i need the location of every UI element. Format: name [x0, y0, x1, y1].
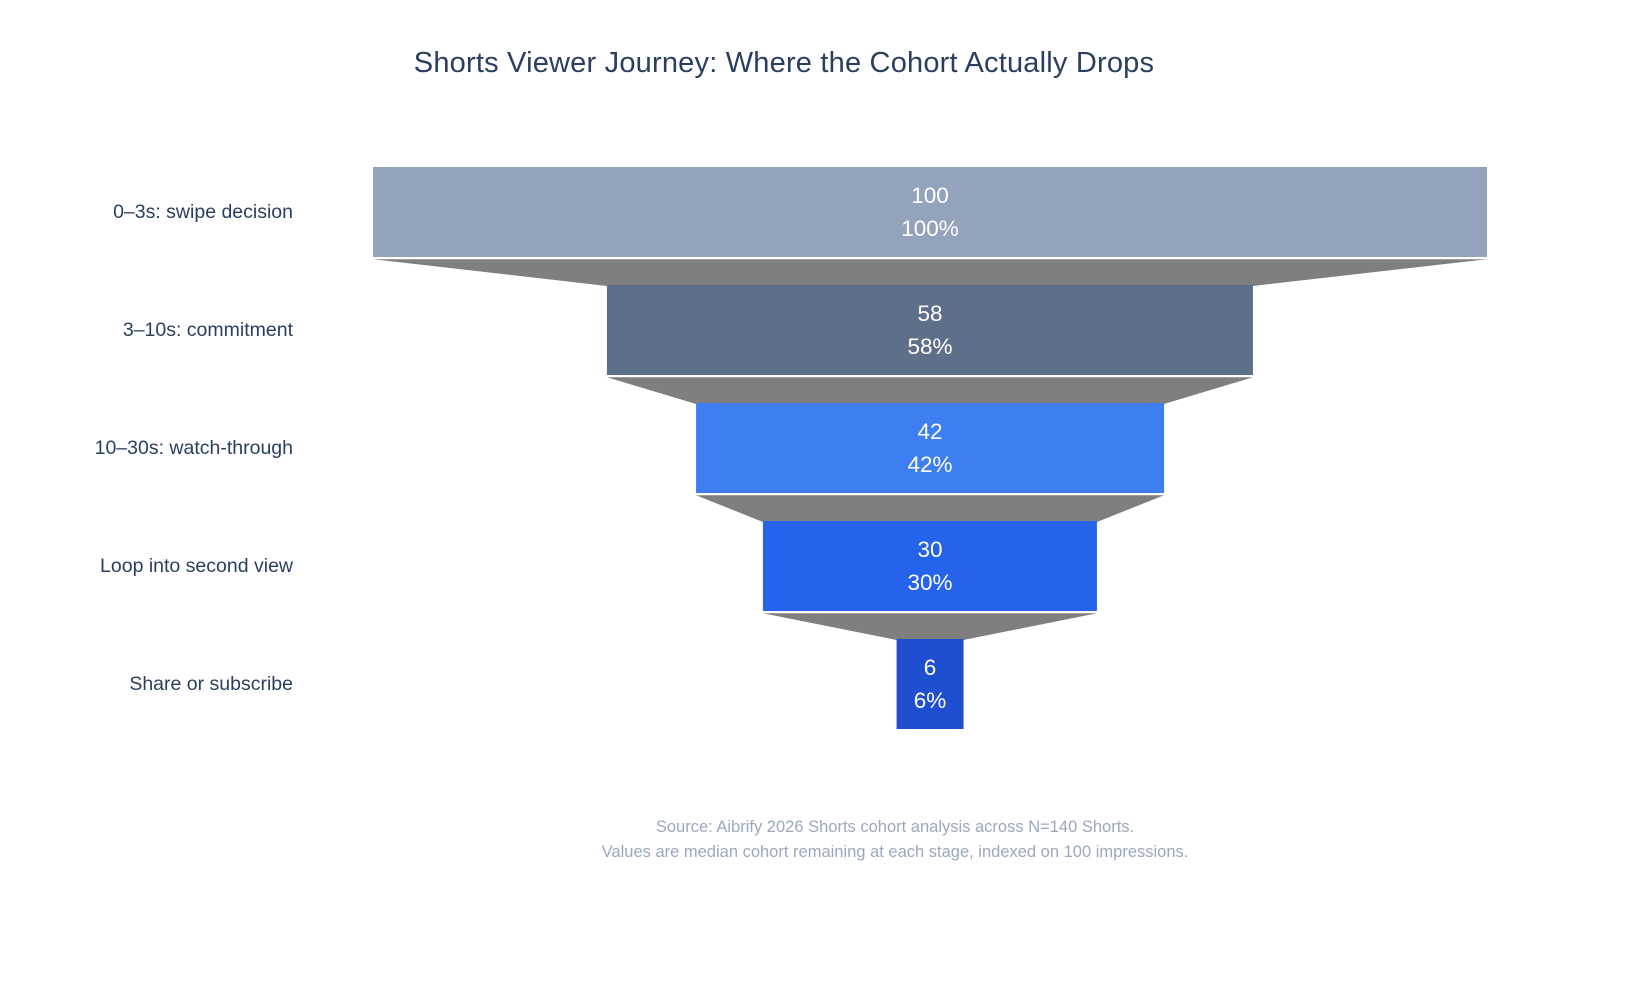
connector-spacer	[0, 375, 373, 406]
funnel-bar: 30 30%	[762, 521, 1098, 611]
source-line-2: Values are median cohort remaining at ea…	[601, 843, 1189, 861]
funnel-bar: 100 100%	[373, 167, 1487, 257]
funnel-plot-area: 0–3s: swipe decision 100 100% 3–10s: commit…	[0, 167, 1487, 729]
funnel-connector-row	[0, 257, 1487, 288]
funnel-connector-row	[0, 375, 1487, 406]
funnel-stage-row: Share or subscribe 6 6%	[0, 639, 1487, 729]
connector-track	[373, 611, 1487, 642]
funnel-connector	[762, 613, 1098, 640]
funnel-connector	[373, 259, 1487, 286]
funnel-bar: 58 58%	[606, 285, 1254, 375]
bar-percent-label: 42%	[907, 452, 953, 477]
chart-title: Shorts Viewer Journey: Where the Cohort …	[413, 47, 1155, 79]
bar-value-label: 6	[923, 655, 937, 680]
connector-track	[373, 493, 1487, 524]
connector-spacer	[0, 611, 373, 642]
source-note: Source: Aibrify 2026 Shorts cohort analy…	[602, 815, 1189, 865]
bar-value-label: 42	[917, 419, 943, 444]
connector-spacer	[0, 493, 373, 524]
bar-value-label: 100	[911, 183, 949, 208]
stage-bar-track: 58 58%	[373, 285, 1487, 375]
connector-track	[373, 257, 1487, 288]
funnel-connector	[696, 495, 1164, 522]
funnel-bar: 42 42%	[696, 403, 1164, 493]
bar-percent-label: 6%	[913, 688, 947, 713]
stage-label: Share or subscribe	[129, 672, 293, 695]
stage-bar-track: 42 42%	[373, 403, 1487, 493]
funnel-stage-row: 10–30s: watch-through 42 42%	[0, 403, 1487, 493]
funnel-connector-row	[0, 611, 1487, 642]
stage-bar-track: 100 100%	[373, 167, 1487, 257]
bar-value-label: 58	[917, 301, 943, 326]
bar-percent-label: 30%	[907, 570, 953, 595]
connector-spacer	[0, 257, 373, 288]
stage-label: Loop into second view	[100, 554, 293, 577]
bar-value-label: 30	[917, 537, 943, 562]
funnel-bar: 6 6%	[896, 639, 964, 729]
stage-label: 3–10s: commitment	[122, 318, 293, 341]
stage-label: 0–3s: swipe decision	[113, 200, 293, 223]
stage-bar-track: 6 6%	[373, 639, 1487, 729]
bar-percent-label: 58%	[907, 334, 953, 359]
funnel-stage-row: 3–10s: commitment 58 58%	[0, 285, 1487, 375]
bar-percent-label: 100%	[901, 216, 959, 241]
funnel-stage-row: 0–3s: swipe decision 100 100%	[0, 167, 1487, 257]
funnel-connector-row	[0, 493, 1487, 524]
connector-track	[373, 375, 1487, 406]
funnel-connector	[606, 377, 1254, 404]
source-line-1: Source: Aibrify 2026 Shorts cohort analy…	[655, 818, 1135, 836]
stage-bar-track: 30 30%	[373, 521, 1487, 611]
funnel-stage-row: Loop into second view 30 30%	[0, 521, 1487, 611]
stage-label: 10–30s: watch-through	[94, 436, 293, 459]
